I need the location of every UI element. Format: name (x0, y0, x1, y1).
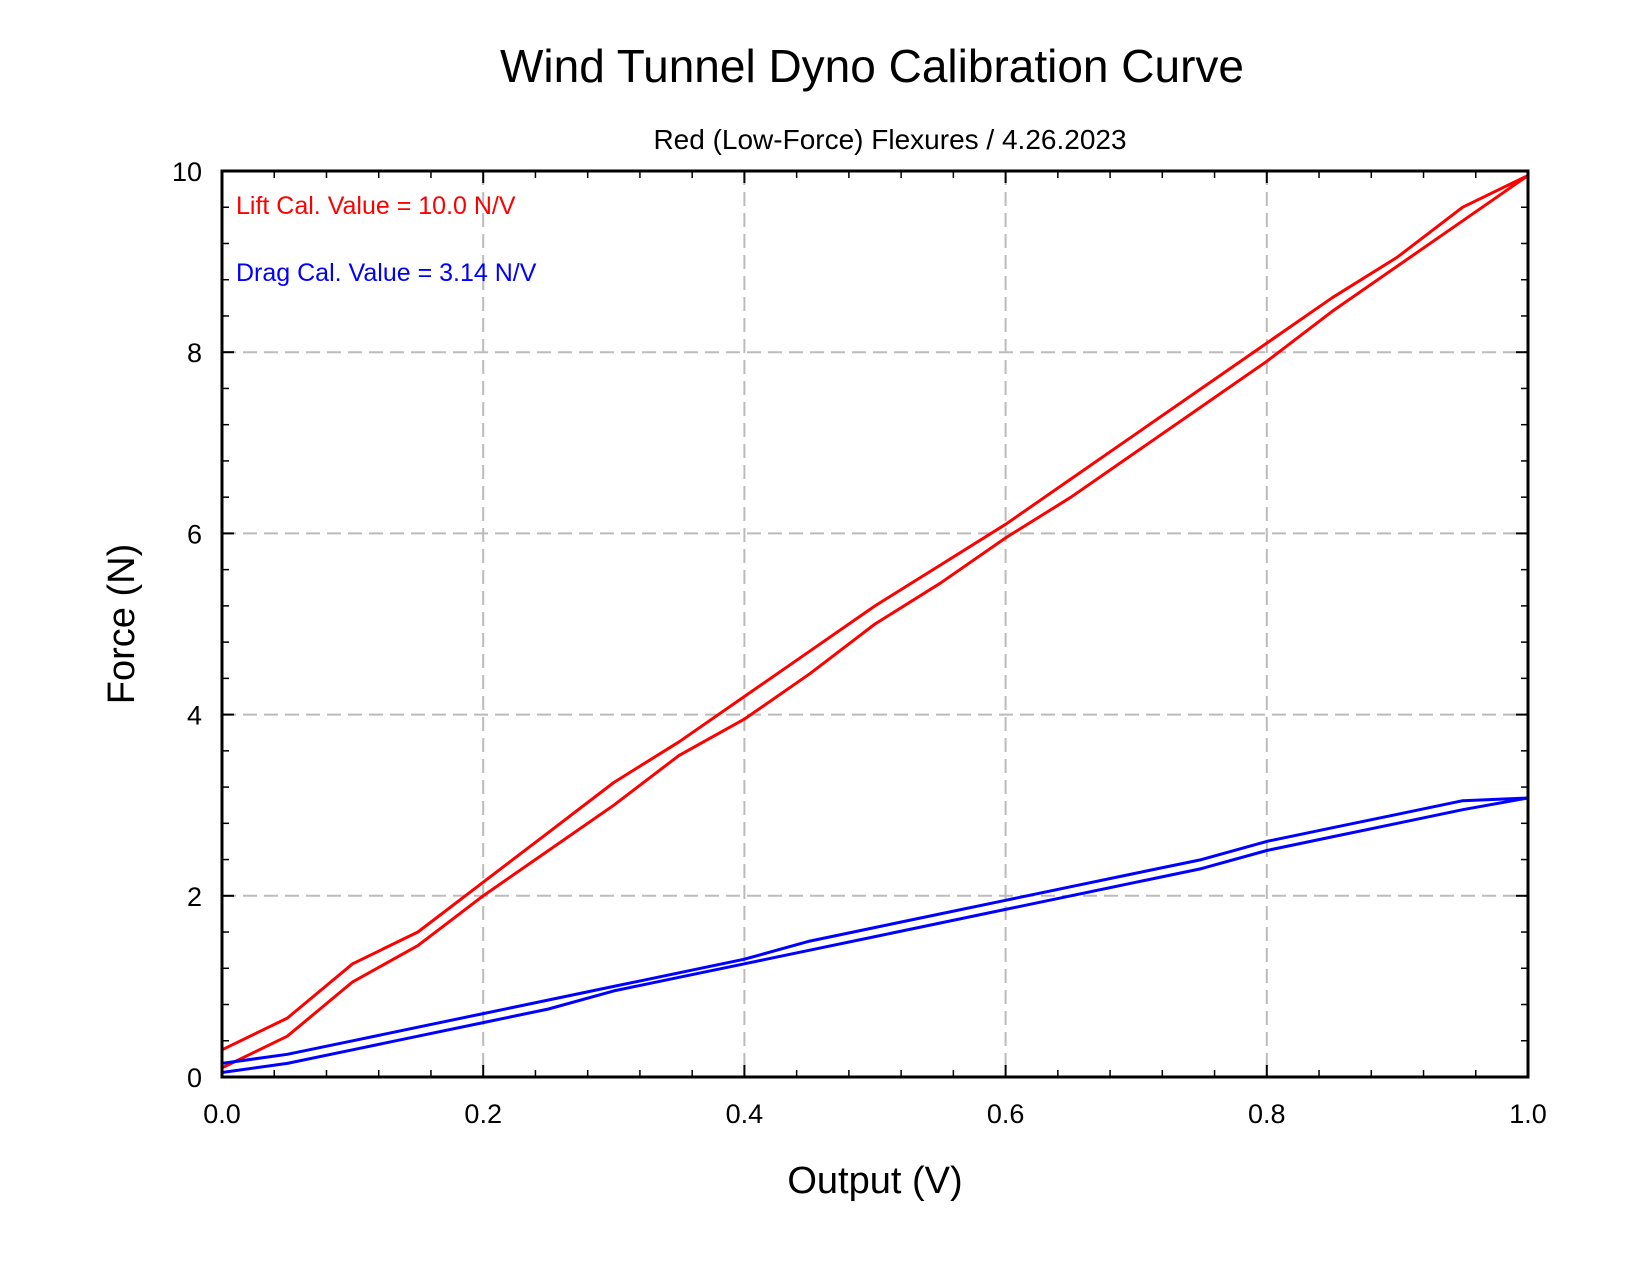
x-tick-label: 1.0 (1509, 1099, 1547, 1129)
y-tick-label: 0 (187, 1063, 202, 1093)
x-tick-label: 0.4 (726, 1099, 764, 1129)
drag-annotation: Drag Cal. Value = 3.14 N/V (236, 259, 537, 287)
y-tick-label: 4 (187, 701, 202, 731)
chart-subtitle: Red (Low-Force) Flexures / 4.26.2023 (653, 124, 1126, 155)
series-line-0 (221, 174, 1530, 1070)
y-tick-label: 2 (187, 882, 202, 912)
x-tick-label: 0.0 (203, 1099, 241, 1129)
series-line-1 (221, 796, 1530, 1074)
x-tick-label: 0.8 (1248, 1099, 1286, 1129)
x-tick-label: 0.6 (987, 1099, 1025, 1129)
y-tick-label: 8 (187, 338, 202, 368)
y-axis-label: Force (N) (101, 544, 143, 704)
plot-series (221, 174, 1530, 1074)
tick-labels: 0.0 0.2 0.4 0.6 0.8 1.0 0 2 4 6 8 10 (172, 157, 1547, 1129)
x-tick-label: 0.2 (464, 1099, 502, 1129)
chart-title: Wind Tunnel Dyno Calibration Curve (500, 40, 1244, 92)
ticks (221, 170, 1529, 1078)
x-axis-label: Output (V) (787, 1160, 962, 1202)
plot-frame (220, 169, 1530, 1079)
y-tick-label: 10 (172, 157, 202, 187)
grid (222, 171, 1528, 1077)
lift-annotation: Lift Cal. Value = 10.0 N/V (236, 192, 516, 220)
y-tick-label: 6 (187, 519, 202, 549)
